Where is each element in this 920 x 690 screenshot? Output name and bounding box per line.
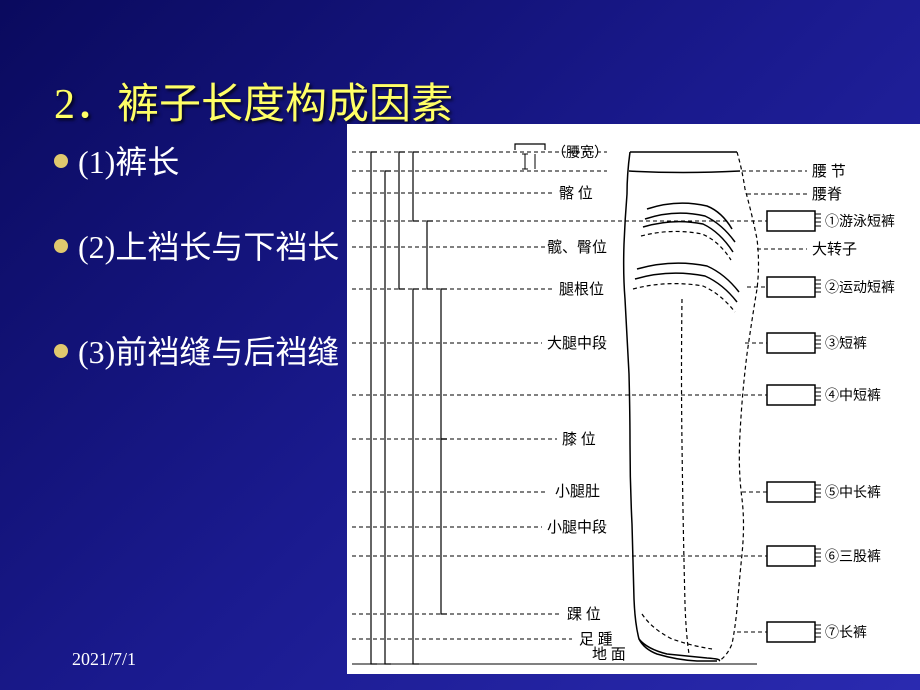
date-footer: 2021/7/1	[72, 649, 136, 670]
diagram-label: 足 踵	[579, 631, 613, 648]
diagram-label: 髋、臀位	[547, 239, 607, 256]
bullet-text: (2)上裆长与下裆长	[78, 225, 344, 270]
bullet-item: (3)前裆缝与后裆缝	[54, 330, 344, 375]
pants-diagram: （腰宽） 髂 位 髋、臀位 腿根位 大腿中段 膝 位 小腿肚 小腿中段 踝 位 …	[347, 124, 920, 674]
diagram-label: 大腿中段	[547, 335, 607, 352]
svg-text:③短裤: ③短裤	[825, 336, 867, 352]
slide-title: 2．裤子长度构成因素	[54, 70, 453, 131]
diagram-label: 小腿中段	[547, 519, 607, 536]
diagram-label: 大转子	[812, 241, 857, 258]
pants-type-box: ②运动短裤	[767, 277, 895, 297]
svg-text:⑤中长裤: ⑤中长裤	[825, 485, 881, 501]
bullet-text: (1)裤长	[78, 140, 344, 185]
diagram-label: 膝 位	[562, 431, 596, 448]
svg-text:④中短裤: ④中短裤	[825, 388, 881, 404]
svg-text:②运动短裤: ②运动短裤	[825, 280, 895, 296]
pants-type-box: ③短裤	[767, 333, 867, 353]
diagram-label: 踝 位	[567, 606, 601, 623]
pants-type-box: ④中短裤	[767, 385, 881, 405]
bullet-list: (1)裤长 (2)上裆长与下裆长 (3)前裆缝与后裆缝	[54, 140, 344, 414]
pants-type-box: ①游泳短裤	[767, 211, 895, 231]
diagram-label: 腰脊	[812, 186, 842, 203]
svg-text:①游泳短裤: ①游泳短裤	[825, 214, 895, 230]
bullet-dot-icon	[54, 154, 68, 168]
bullet-dot-icon	[54, 239, 68, 253]
pants-type-box: ⑥三股裤	[767, 546, 881, 566]
bullet-item: (1)裤长	[54, 140, 344, 185]
diagram-label: 小腿肚	[555, 483, 600, 500]
bullet-dot-icon	[54, 344, 68, 358]
bullet-text: (3)前裆缝与后裆缝	[78, 330, 344, 375]
pants-type-box: ⑤中长裤	[767, 482, 881, 502]
diagram-label: 髂 位	[559, 185, 593, 202]
svg-text:⑥三股裤: ⑥三股裤	[825, 549, 881, 565]
svg-text:⑦长裤: ⑦长裤	[825, 625, 867, 641]
diagram-label: 腿根位	[559, 281, 604, 298]
bullet-item: (2)上裆长与下裆长	[54, 225, 344, 270]
pants-type-box: ⑦长裤	[767, 622, 867, 642]
diagram-svg: （腰宽） 髂 位 髋、臀位 腿根位 大腿中段 膝 位 小腿肚 小腿中段 踝 位 …	[347, 124, 920, 674]
diagram-label: （腰宽）	[552, 144, 608, 161]
diagram-label: 腰 节	[812, 163, 846, 180]
diagram-label: 地 面	[592, 646, 626, 663]
